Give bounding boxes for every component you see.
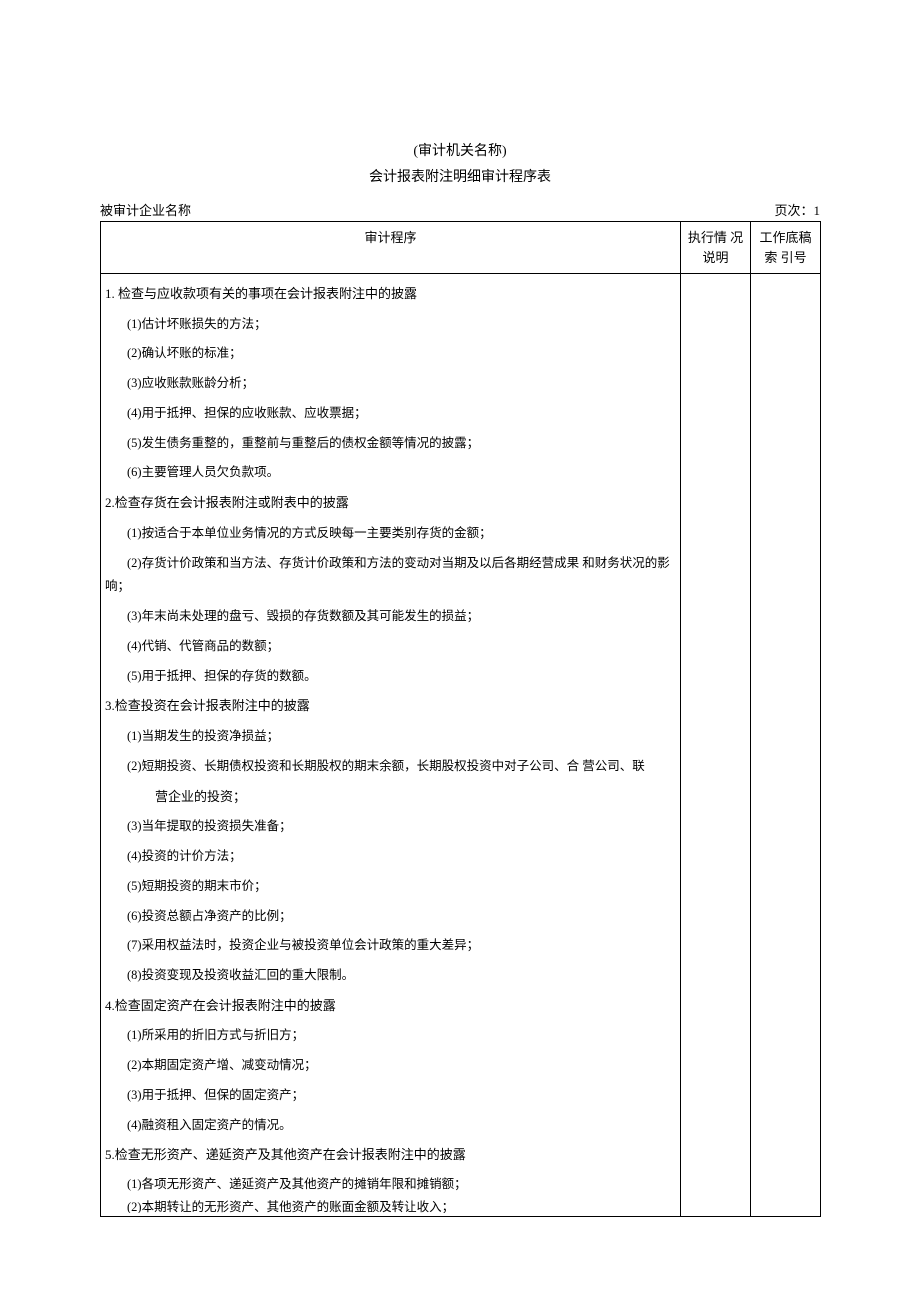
section-head: 4.检查固定资产在会计报表附注中的披露 xyxy=(105,994,676,1019)
procedure-item: (1)估计坏账损失的方法； xyxy=(105,313,676,337)
col-header-status: 执行情 况 说明 xyxy=(681,222,751,274)
procedure-item: (3)年末尚未处理的盘亏、毁损的存货数额及其可能发生的损益； xyxy=(105,605,676,629)
procedure-item: (5)用于抵押、担保的存货的数额。 xyxy=(105,665,676,689)
page-number: 1 xyxy=(814,203,821,218)
procedure-item: (3)应收账款账龄分析； xyxy=(105,372,676,396)
procedure-item: (3)当年提取的投资损失准备； xyxy=(105,815,676,839)
page-label: 页次： xyxy=(774,203,813,218)
company-label: 被审计企业名称 xyxy=(100,200,191,219)
procedure-item: (1)按适合于本单位业务情况的方式反映每一主要类别存货的金额； xyxy=(105,522,676,546)
procedure-item: (1)当期发生的投资净损益； xyxy=(105,725,676,749)
audit-procedure-table: 审计程序 执行情 况 说明 工作底稿 索 引号 1. 检查与应收款项有关的事项在… xyxy=(100,221,821,1217)
section-head: 3.检查投资在会计报表附注中的披露 xyxy=(105,694,676,719)
ref-cell xyxy=(751,274,821,1217)
meta-row: 被审计企业名称 页次：1 xyxy=(100,200,820,219)
col-header-procedure: 审计程序 xyxy=(101,222,681,274)
procedure-item: (3)用于抵押、但保的固定资产； xyxy=(105,1084,676,1108)
procedure-item: (2)存货计价政策和当方法、存货计价政策和方法的变动对当期及以后各期经营成果 和… xyxy=(105,552,676,600)
procedure-item: (2)本期转让的无形资产、其他资产的账面金额及转让收入； xyxy=(105,1197,676,1213)
page-indicator: 页次：1 xyxy=(774,200,820,219)
table-body-row: 1. 检查与应收款项有关的事项在会计报表附注中的披露 (1)估计坏账损失的方法；… xyxy=(101,274,821,1217)
procedure-item: (2)确认坏账的标准； xyxy=(105,342,676,366)
procedure-cell: 1. 检查与应收款项有关的事项在会计报表附注中的披露 (1)估计坏账损失的方法；… xyxy=(101,274,681,1217)
section-head: 5.检查无形资产、递延资产及其他资产在会计报表附注中的披露 xyxy=(105,1143,676,1168)
procedure-item: (2)本期固定资产增、减变动情况； xyxy=(105,1054,676,1078)
procedure-item: (2)短期投资、长期债权投资和长期股权的期末余额，长期股权投资中对子公司、合 营… xyxy=(105,755,676,779)
procedure-item: (4)代销、代管商品的数额； xyxy=(105,635,676,659)
procedure-item: (6)投资总额占净资产的比例； xyxy=(105,905,676,929)
procedure-item: (4)投资的计价方法； xyxy=(105,845,676,869)
procedure-item-continuation: 营企业的投资； xyxy=(105,785,676,810)
procedure-item: (7)采用权益法时，投资企业与被投资单位会计政策的重大差异； xyxy=(105,934,676,958)
col-header-ref: 工作底稿 索 引号 xyxy=(751,222,821,274)
procedure-item: (1)各项无形资产、递延资产及其他资产的摊销年限和摊销额； xyxy=(105,1174,676,1194)
status-cell xyxy=(681,274,751,1217)
procedure-item: (5)发生债务重整的，重整前与重整后的债权金额等情况的披露； xyxy=(105,432,676,456)
procedure-item: (5)短期投资的期末市价； xyxy=(105,875,676,899)
table-header-row: 审计程序 执行情 况 说明 工作底稿 索 引号 xyxy=(101,222,821,274)
org-name-label: (审计机关名称) xyxy=(100,140,820,160)
procedure-item: (4)融资租入固定资产的情况。 xyxy=(105,1114,676,1138)
procedure-item: (8)投资变现及投资收益汇回的重大限制。 xyxy=(105,964,676,988)
procedure-item: (1)所采用的折旧方式与折旧方； xyxy=(105,1024,676,1048)
procedure-item: (4)用于抵押、担保的应收账款、应收票据； xyxy=(105,402,676,426)
section-head: 1. 检查与应收款项有关的事项在会计报表附注中的披露 xyxy=(105,282,676,307)
document-title: 会计报表附注明细审计程序表 xyxy=(100,166,820,186)
document-header: (审计机关名称) 会计报表附注明细审计程序表 xyxy=(100,140,820,186)
procedure-item: (6)主要管理人员欠负款项。 xyxy=(105,461,676,485)
section-head: 2.检查存货在会计报表附注或附表中的披露 xyxy=(105,491,676,516)
